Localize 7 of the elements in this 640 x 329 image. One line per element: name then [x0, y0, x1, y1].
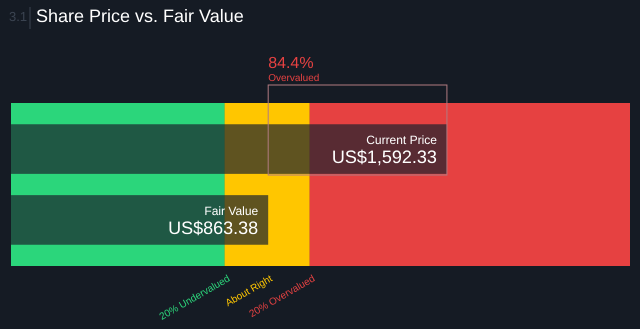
chart-title: Share Price vs. Fair Value [36, 6, 244, 26]
text: US$863.38 [168, 218, 258, 238]
text: 84.4% [268, 55, 314, 72]
text: Overvalued [268, 73, 320, 84]
text: US$1,592.33 [332, 147, 437, 168]
y-tick-label: Current Price [366, 133, 438, 148]
y-tick-label: Fair Value [204, 204, 259, 218]
